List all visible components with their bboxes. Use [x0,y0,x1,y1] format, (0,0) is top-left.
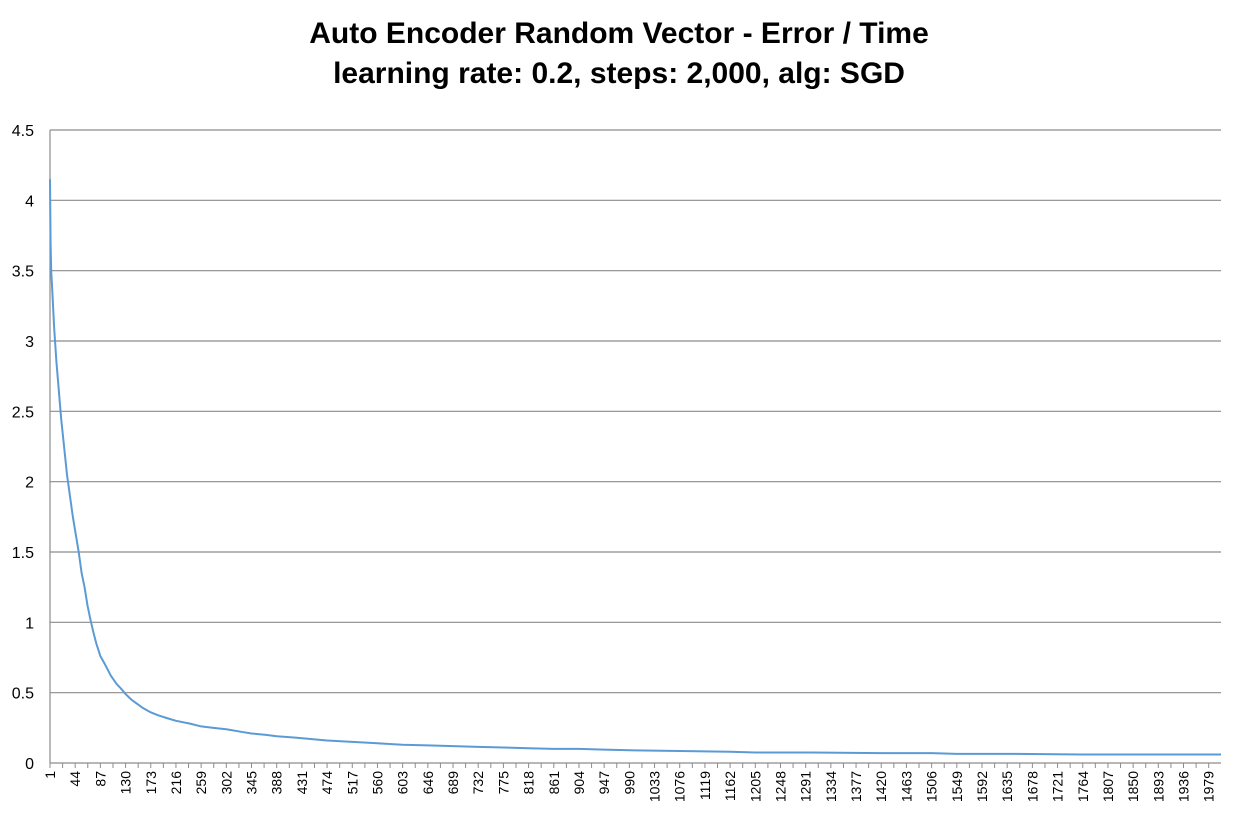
x-tick-label: 474 [319,771,335,795]
x-tick-label: 1979 [1201,771,1217,802]
y-tick-label: 4.5 [12,123,34,140]
x-tick-label: 1463 [898,771,914,802]
chart-subtitle: learning rate: 0.2, steps: 2,000, alg: S… [333,57,905,90]
y-tick-label: 3.5 [12,264,34,281]
x-tick-label: 1506 [924,771,940,802]
x-tick-label: 517 [344,771,360,795]
x-tick-label: 1 [42,771,58,779]
x-tick-label: 775 [495,771,511,795]
x-tick-label: 689 [445,771,461,795]
series-line [49,179,1221,756]
y-tick-label: 2.5 [12,404,34,421]
x-tick-label: 302 [218,771,234,795]
y-tick-labels: 0 0.5 1 1.5 2 2.5 3 3.5 4 4.5 [12,123,34,773]
x-tick-label: 1721 [1050,771,1066,802]
gridlines [50,129,1221,694]
x-tick-label: 818 [521,771,537,795]
x-tick-label: 560 [369,771,385,795]
y-tick-label: 1.5 [12,545,34,562]
x-tick-label: 173 [143,771,159,795]
x-tick-label: 1377 [848,771,864,802]
y-tick-label: 0 [25,756,34,773]
y-tick-label: 4 [25,193,34,210]
x-tick-label: 1033 [647,771,663,802]
x-tick-label: 1678 [1024,771,1040,802]
x-tick-label: 1248 [772,771,788,802]
x-tick-label: 388 [269,771,285,795]
x-tick-label: 1764 [1075,771,1091,802]
x-tick-label: 1162 [722,771,738,801]
x-tick-label: 603 [395,771,411,795]
y-tick-label: 1 [25,615,34,632]
x-tick-label: 1076 [672,771,688,802]
y-tick-label: 0.5 [12,686,34,703]
x-tick-label: 1334 [823,771,839,802]
x-tick-label: 990 [621,771,637,795]
x-tick-label: 1549 [949,771,965,802]
x-tick-label: 1592 [974,771,990,802]
x-tick-label: 431 [294,771,310,795]
x-tick-label: 1635 [999,771,1015,802]
y-tick-label: 2 [25,475,34,492]
x-tick-label: 947 [596,771,612,795]
y-tick-label: 3 [25,334,34,351]
x-tick-label: 1936 [1176,771,1192,802]
x-tick-label: 216 [168,771,184,795]
x-tick-label: 1893 [1150,771,1166,802]
x-tick-label: 1807 [1100,771,1116,802]
x-tick-label: 87 [92,771,108,787]
x-tick-label: 259 [193,771,209,795]
x-tick-label: 732 [470,771,486,795]
x-tick-labels: 1 44 87 130 173 216 259 302 345 388 431 474 517 560 60… [42,771,1217,802]
x-tick-label: 861 [546,771,562,795]
chart-title: Auto Encoder Random Vector - Error / Tim… [309,17,929,50]
x-tick-label: 1291 [798,771,814,802]
x-tick-label: 646 [420,771,436,795]
x-tick-label: 345 [244,771,260,795]
x-tick-label: 1850 [1125,771,1141,802]
chart-title-block: Auto Encoder Random Vector - Error / Tim… [0,14,1238,94]
axes [49,130,1221,768]
x-tick-label: 1420 [873,771,889,802]
x-tick-label: 44 [67,771,83,787]
x-tick-label: 904 [571,771,587,795]
x-tick-label: 1205 [747,771,763,802]
series-layer [49,179,1221,756]
x-tick-label: 1119 [697,771,713,800]
x-tick-label: 130 [118,771,134,795]
